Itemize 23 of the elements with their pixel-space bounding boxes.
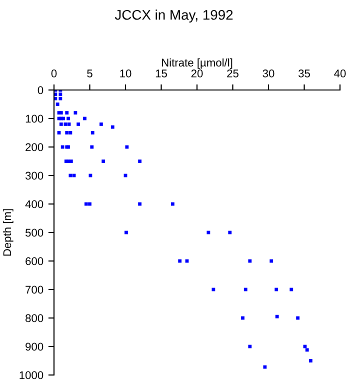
x-tick-label: 15 — [156, 70, 167, 78]
x-tick-label: 40 — [334, 70, 346, 78]
x-axis-title: Nitrate [µmol/l] — [162, 58, 232, 69]
y-tick-label: 700 — [26, 286, 44, 294]
y-tick-label: 800 — [26, 314, 44, 322]
x-tick-label: 5 — [87, 70, 92, 78]
x-tick-label: 35 — [298, 70, 310, 78]
y-tick-label: 300 — [25, 172, 44, 180]
chart-title: JCCX in May, 1992 — [114, 10, 233, 23]
y-tick-label: 0 — [38, 86, 44, 94]
y-tick-label: 600 — [26, 257, 44, 266]
y-axis-title: Depth [m] — [2, 209, 14, 256]
x-tick-label: 10 — [120, 70, 132, 78]
x-tick-label: 20 — [191, 70, 203, 78]
y-tick-label: 400 — [25, 200, 44, 208]
x-tick-label: 0 — [51, 70, 57, 78]
x-tick-label: 25 — [227, 70, 238, 78]
y-tick-label: 500 — [25, 228, 44, 237]
y-tick-label: 100 — [26, 114, 44, 123]
x-tick-label: 30 — [262, 70, 274, 78]
y-tick-label: 1000 — [20, 371, 44, 380]
y-tick-label: 900 — [26, 342, 44, 351]
y-tick-label: 200 — [26, 143, 44, 152]
